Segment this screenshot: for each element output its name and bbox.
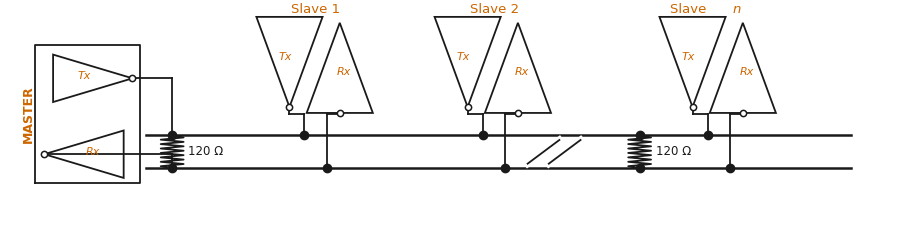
Text: Tx: Tx — [681, 52, 695, 62]
Text: Slave: Slave — [670, 3, 710, 16]
Text: Slave 2: Slave 2 — [470, 3, 518, 16]
Text: Tx: Tx — [77, 71, 91, 81]
Text: Rx: Rx — [337, 67, 351, 77]
Text: Tx: Tx — [456, 52, 470, 62]
Text: Rx: Rx — [86, 147, 100, 157]
Text: Tx: Tx — [278, 52, 292, 62]
Text: MASTER: MASTER — [22, 85, 35, 143]
Text: n: n — [733, 3, 741, 16]
Text: Rx: Rx — [515, 67, 529, 77]
Text: 120 Ω: 120 Ω — [655, 145, 691, 158]
Text: 120 Ω: 120 Ω — [188, 145, 223, 158]
Text: Slave 1: Slave 1 — [292, 3, 340, 16]
Text: Rx: Rx — [740, 67, 754, 77]
